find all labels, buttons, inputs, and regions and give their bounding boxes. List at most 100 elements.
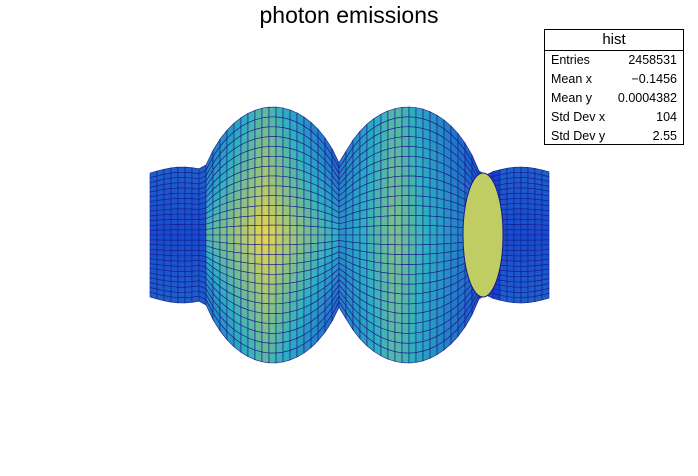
surface-patch bbox=[408, 254, 417, 265]
surface-patch bbox=[401, 106, 410, 118]
surface-patch bbox=[170, 234, 179, 241]
surface-patch bbox=[275, 175, 284, 187]
surface-patch bbox=[387, 349, 396, 362]
surface-patch bbox=[401, 175, 410, 187]
surface-patch bbox=[520, 219, 529, 225]
surface-patch bbox=[366, 216, 375, 227]
surface-patch bbox=[415, 263, 424, 275]
surface-patch bbox=[289, 272, 298, 284]
surface-patch bbox=[303, 216, 312, 227]
surface-patch bbox=[261, 224, 270, 236]
surface-patch bbox=[408, 234, 417, 246]
surface-patch bbox=[303, 251, 312, 263]
surface-patch bbox=[401, 185, 410, 197]
surface-patch bbox=[170, 198, 179, 205]
stats-row-entries: Entries 2458531 bbox=[545, 51, 683, 70]
surface-patch bbox=[247, 205, 256, 217]
surface-patch bbox=[394, 205, 403, 216]
surface-patch bbox=[149, 244, 158, 251]
surface-patch bbox=[436, 207, 445, 218]
surface-patch bbox=[191, 255, 200, 262]
surface-patch bbox=[184, 192, 193, 200]
surface-patch bbox=[268, 106, 277, 118]
surface-patch bbox=[387, 205, 396, 217]
surface-patch bbox=[226, 234, 235, 244]
surface-patch bbox=[506, 255, 515, 262]
surface-patch bbox=[394, 283, 403, 295]
surface-patch bbox=[163, 249, 172, 256]
surface-patch bbox=[177, 213, 186, 220]
surface-patch bbox=[268, 342, 277, 354]
surface-patch bbox=[506, 260, 515, 267]
surface-patch bbox=[527, 198, 536, 205]
surface-patch bbox=[177, 208, 186, 215]
surface-patch bbox=[387, 282, 396, 294]
surface-patch bbox=[436, 216, 445, 227]
surface-patch bbox=[240, 187, 249, 200]
surface-patch bbox=[401, 195, 410, 206]
surface-patch bbox=[261, 146, 270, 158]
surface-patch bbox=[233, 216, 242, 227]
surface-patch bbox=[177, 276, 186, 283]
surface-patch bbox=[422, 147, 431, 160]
surface-patch bbox=[527, 193, 536, 200]
surface-patch bbox=[401, 323, 410, 334]
surface-patch bbox=[520, 286, 529, 293]
surface-patch bbox=[261, 302, 270, 314]
surface-patch bbox=[177, 245, 186, 251]
surface-patch bbox=[373, 225, 382, 236]
stats-title: hist bbox=[545, 30, 683, 51]
surface-patch bbox=[149, 219, 158, 226]
surface-patch bbox=[184, 260, 193, 267]
surface-patch bbox=[184, 270, 193, 278]
surface-patch bbox=[268, 165, 277, 177]
surface-patch bbox=[380, 234, 389, 245]
surface-patch bbox=[177, 266, 186, 272]
surface-patch bbox=[261, 175, 270, 187]
surface-patch bbox=[282, 350, 291, 363]
surface-patch bbox=[506, 208, 515, 215]
surface-patch bbox=[184, 281, 193, 288]
surface-patch bbox=[282, 273, 291, 285]
surface-patch bbox=[275, 155, 284, 167]
surface-patch bbox=[247, 215, 256, 226]
surface-patch bbox=[520, 297, 529, 304]
surface-patch bbox=[261, 215, 270, 226]
stats-label: Std Dev y bbox=[551, 129, 606, 143]
surface-patch bbox=[156, 234, 165, 241]
surface-patch bbox=[191, 239, 200, 246]
surface-patch bbox=[534, 239, 543, 246]
surface-patch bbox=[261, 312, 270, 324]
surface-patch bbox=[268, 244, 277, 255]
surface-patch bbox=[408, 175, 417, 187]
surface-patch bbox=[394, 341, 403, 354]
surface-patch bbox=[506, 234, 515, 241]
surface-patch bbox=[275, 283, 284, 295]
surface-patch bbox=[240, 261, 249, 273]
surface-patch bbox=[380, 206, 389, 217]
surface-patch bbox=[170, 192, 179, 200]
surface-patch bbox=[289, 186, 298, 198]
surface-patch bbox=[275, 146, 284, 158]
surface-patch bbox=[394, 224, 403, 236]
surface-patch bbox=[170, 296, 179, 304]
surface-patch bbox=[387, 301, 396, 314]
surface-patch bbox=[275, 126, 284, 138]
surface-patch bbox=[268, 313, 277, 324]
surface-patch bbox=[345, 227, 354, 236]
stats-label: Entries bbox=[551, 53, 590, 67]
surface-patch bbox=[254, 273, 263, 285]
surface-patch bbox=[156, 219, 165, 226]
surface-patch bbox=[240, 252, 249, 264]
surface-patch bbox=[401, 155, 410, 167]
surface-patch bbox=[163, 229, 172, 236]
surface-patch bbox=[275, 165, 284, 177]
surface-patch bbox=[191, 265, 200, 272]
surface-patch bbox=[366, 251, 375, 263]
surface-patch bbox=[177, 229, 186, 236]
surface-patch bbox=[282, 127, 291, 140]
surface-patch bbox=[191, 244, 200, 251]
surface-patch bbox=[366, 198, 375, 210]
surface-patch bbox=[527, 213, 536, 220]
